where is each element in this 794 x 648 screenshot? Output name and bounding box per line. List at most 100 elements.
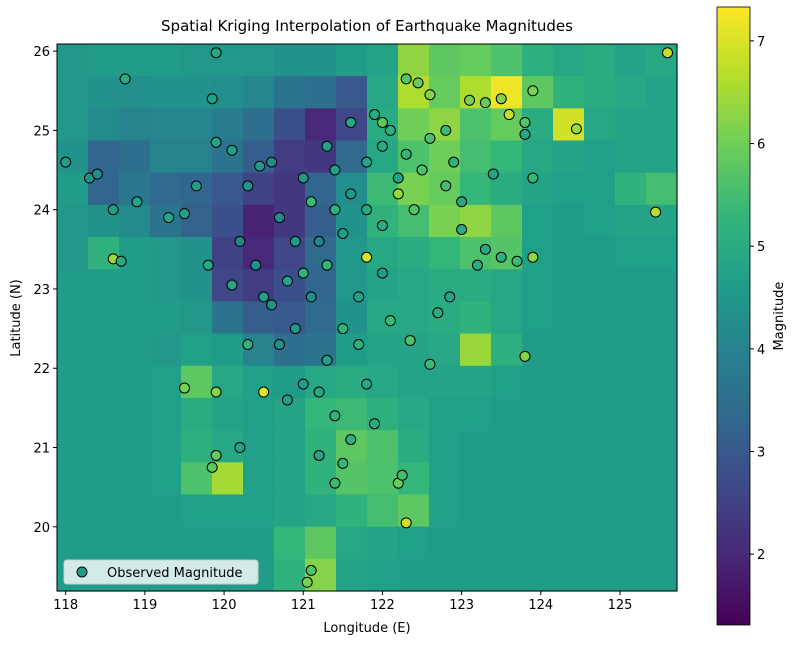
heatmap-cell <box>57 204 89 238</box>
data-point <box>301 576 313 588</box>
data-point <box>456 196 468 208</box>
heatmap-cell <box>615 526 647 560</box>
data-point <box>416 164 428 176</box>
heatmap-cell <box>398 108 430 142</box>
heatmap-cell <box>646 430 678 463</box>
x-tick-label: 118 <box>53 598 78 613</box>
heatmap-cell <box>305 108 337 142</box>
data-point <box>361 156 373 168</box>
heatmap-cell <box>150 108 182 142</box>
data-point <box>258 386 270 398</box>
heatmap-cell <box>150 301 182 335</box>
heatmap-cell <box>584 76 616 109</box>
y-axis-label: Latitude (N) <box>9 279 24 357</box>
heatmap-cell <box>88 237 120 270</box>
y-tick-label: 24 <box>33 204 50 219</box>
heatmap-cell <box>181 397 213 431</box>
heatmap-cell <box>398 44 430 77</box>
heatmap-cell <box>57 237 89 270</box>
heatmap-cell <box>646 365 678 399</box>
heatmap-cell <box>88 76 120 109</box>
heatmap-cell <box>553 526 585 560</box>
heatmap-cell <box>460 333 492 367</box>
y-tick-label: 25 <box>33 124 50 139</box>
chart-title: Spatial Kriging Interpolation of Earthqu… <box>161 17 573 35</box>
colorbar-tick-label: 4 <box>757 343 765 358</box>
heatmap-cell <box>367 333 399 367</box>
data-point <box>321 259 333 271</box>
heatmap-cell <box>119 397 151 431</box>
heatmap-cell <box>274 76 306 109</box>
heatmap-cell <box>150 172 182 206</box>
heatmap-cell <box>336 76 368 109</box>
data-point <box>305 564 317 576</box>
data-point <box>297 378 309 390</box>
heatmap-cell <box>646 44 678 77</box>
data-point <box>353 291 365 303</box>
heatmap-cell <box>336 44 368 77</box>
heatmap-cell <box>460 397 492 431</box>
heatmap-cell <box>522 301 554 335</box>
heatmap-cell <box>119 494 151 528</box>
heatmap-cell <box>646 494 678 528</box>
heatmap-cell <box>584 44 616 77</box>
heatmap-cell <box>615 108 647 142</box>
heatmap-cell <box>429 462 461 496</box>
heatmap-cell <box>615 76 647 109</box>
heatmap-cell <box>553 397 585 431</box>
heatmap-cell <box>615 301 647 335</box>
heatmap-cell <box>522 44 554 77</box>
heatmap-cell <box>274 108 306 142</box>
data-point <box>424 89 436 101</box>
heatmap-cell <box>150 397 182 431</box>
heatmap-cell <box>584 397 616 431</box>
heatmap-cell <box>584 140 616 174</box>
heatmap-cell <box>367 44 399 77</box>
data-point <box>448 156 460 168</box>
data-point <box>412 77 424 89</box>
data-point <box>178 382 190 394</box>
data-point <box>329 204 341 216</box>
heatmap-cell <box>119 108 151 142</box>
heatmap-cell <box>398 397 430 431</box>
heatmap-cell <box>646 526 678 560</box>
heatmap-cell <box>491 269 523 303</box>
heatmap-cell <box>429 526 461 560</box>
heatmap-cell <box>336 237 368 270</box>
heatmap-cell <box>88 44 120 77</box>
data-point <box>190 180 202 192</box>
heatmap-cell <box>615 333 647 367</box>
heatmap-cell <box>57 333 89 367</box>
heatmap-cell <box>615 430 647 463</box>
heatmap-cell <box>460 526 492 560</box>
y-tick-label: 20 <box>33 521 50 536</box>
heatmap-cell <box>57 365 89 399</box>
heatmap-cell <box>553 269 585 303</box>
x-tick-label: 121 <box>291 598 316 613</box>
data-point <box>495 251 507 263</box>
data-point <box>503 109 515 121</box>
heatmap-cell <box>646 108 678 142</box>
data-point <box>321 354 333 366</box>
heatmap-cell <box>119 365 151 399</box>
data-point <box>369 109 381 121</box>
heatmap-cell <box>398 430 430 463</box>
heatmap-cell <box>584 301 616 335</box>
data-point <box>337 227 349 239</box>
x-tick-label: 120 <box>212 598 237 613</box>
heatmap-cell <box>243 397 275 431</box>
heatmap-cell <box>150 76 182 109</box>
data-point <box>297 172 309 184</box>
data-point <box>440 180 452 192</box>
heatmap-cell <box>615 462 647 496</box>
heatmap-cell <box>491 430 523 463</box>
heatmap-cell <box>212 76 244 109</box>
heatmap-cell <box>553 558 585 592</box>
heatmap-cell <box>553 76 585 109</box>
heatmap-cell <box>119 204 151 238</box>
data-point <box>91 168 103 180</box>
data-point <box>297 267 309 279</box>
heatmap-cell <box>243 76 275 109</box>
data-point <box>254 160 266 172</box>
heatmap-cell <box>88 269 120 303</box>
